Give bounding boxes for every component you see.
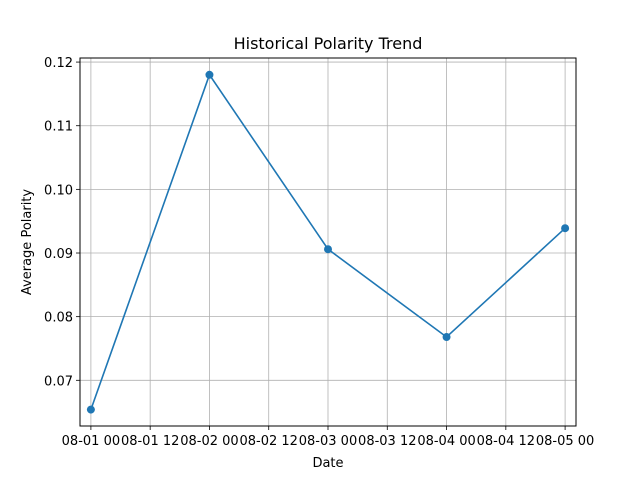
data-point xyxy=(561,224,570,233)
y-tick-label: 0.11 xyxy=(44,120,73,135)
y-axis-ticks: 0.07 0.08 0.09 0.10 0.11 0.12 xyxy=(44,56,80,389)
x-tick-label: 08-03 12 xyxy=(358,434,416,449)
x-axis-ticks: 08-01 00 08-01 12 08-02 00 08-02 12 08-03 00… xyxy=(62,426,594,449)
x-tick-label: 08-04 12 xyxy=(477,434,535,449)
x-tick-label: 08-01 00 xyxy=(62,434,120,449)
x-tick-label: 08-05 00 xyxy=(536,434,594,449)
y-tick-label: 0.12 xyxy=(44,56,73,71)
data-points xyxy=(86,70,570,414)
data-point xyxy=(86,405,95,414)
y-tick-label: 0.07 xyxy=(44,374,73,389)
y-axis-label: Average Polarity xyxy=(20,189,35,295)
x-tick-label: 08-02 00 xyxy=(180,434,238,449)
y-tick-label: 0.10 xyxy=(44,183,73,198)
chart-title: Historical Polarity Trend xyxy=(234,34,423,53)
grid xyxy=(80,58,576,426)
x-tick-label: 08-01 12 xyxy=(121,434,179,449)
x-axis-label: Date xyxy=(312,456,343,471)
y-tick-label: 0.08 xyxy=(44,311,73,326)
data-point xyxy=(205,70,214,79)
y-tick-label: 0.09 xyxy=(44,247,73,262)
data-point xyxy=(324,245,332,254)
x-tick-label: 08-02 12 xyxy=(239,434,297,449)
x-tick-label: 08-03 00 xyxy=(299,434,357,449)
x-tick-label: 08-04 00 xyxy=(417,434,475,449)
data-point xyxy=(442,333,451,342)
